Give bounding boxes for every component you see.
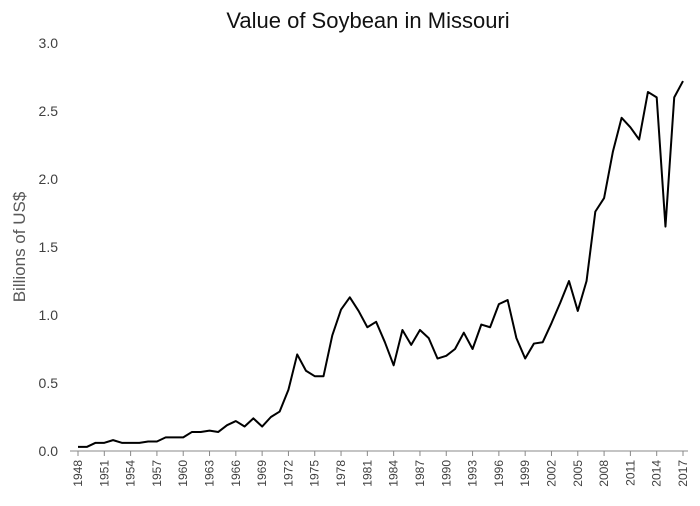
y-tick-label: 0.0 <box>39 443 59 459</box>
x-tick-label: 2005 <box>571 460 585 487</box>
y-tick-label: 2.0 <box>39 171 59 187</box>
x-tick-label: 1951 <box>97 460 111 487</box>
y-tick-label: 3.0 <box>39 35 59 51</box>
x-tick-label: 2017 <box>676 460 690 487</box>
y-tick-label: 1.5 <box>39 239 59 255</box>
x-tick-label: 1972 <box>281 460 295 487</box>
x-tick-label: 1954 <box>124 460 138 487</box>
y-tick-label: 0.5 <box>39 375 59 391</box>
x-tick-label: 1948 <box>71 460 85 487</box>
x-tick-label: 2002 <box>544 460 558 487</box>
y-axis: 0.0 0.5 1.0 1.5 2.0 2.5 3.0 <box>39 35 59 459</box>
x-tick-label: 1990 <box>439 460 453 487</box>
chart-title: Value of Soybean in Missouri <box>226 8 509 33</box>
series-line <box>78 80 684 448</box>
x-tick-label: 1966 <box>229 460 243 487</box>
x-tick-label: 1993 <box>466 460 480 487</box>
x-tick-label: 1981 <box>360 460 374 487</box>
x-tick-label: 1975 <box>308 460 322 487</box>
y-tick-label: 2.5 <box>39 103 59 119</box>
x-tick-label: 1957 <box>150 460 164 487</box>
x-tick-label: 1960 <box>176 460 190 487</box>
x-tick-label: 1996 <box>492 460 506 487</box>
x-tick-label: 1963 <box>203 460 217 487</box>
x-tick-label: 1969 <box>255 460 269 487</box>
y-tick-label: 1.0 <box>39 307 59 323</box>
x-tick-label: 2011 <box>623 460 637 486</box>
x-tick-label: 1978 <box>334 460 348 487</box>
y-axis-label: Billions of US$ <box>10 191 29 302</box>
x-tick-label: 1999 <box>518 460 532 487</box>
x-tick-label: 1984 <box>387 460 401 487</box>
x-tick-label: 1987 <box>413 460 427 487</box>
x-tick-label: 2014 <box>650 460 664 487</box>
x-axis: 1948 1951 1954 1957 1960 1963 1966 1969 1972 1975… <box>71 451 690 487</box>
x-tick-label: 2008 <box>597 460 611 487</box>
